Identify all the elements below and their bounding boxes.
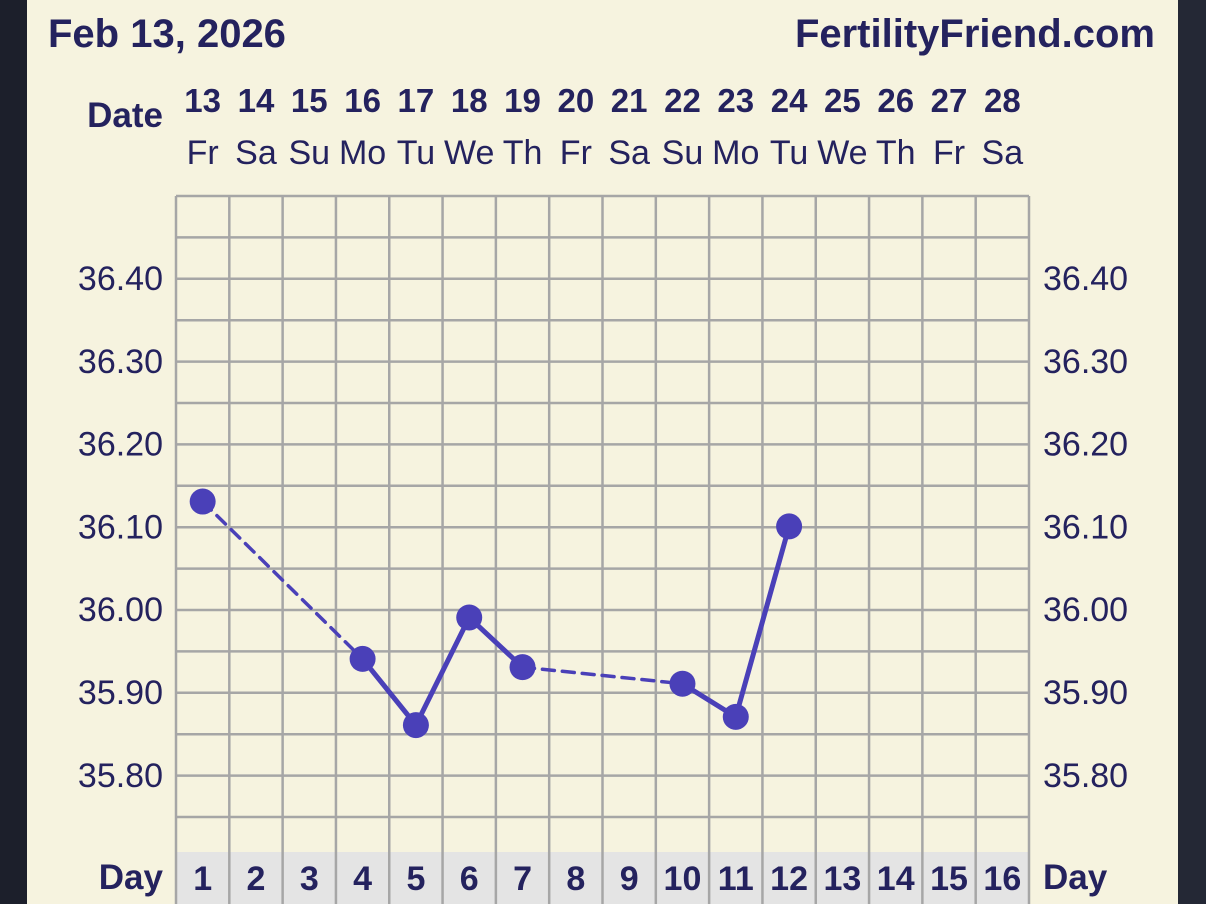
series-segment [733,523,792,720]
data-point [402,712,429,739]
temperature-series [189,488,803,739]
y-tick-left: 35.90 [78,674,163,712]
weekday-label: Sa [608,134,650,172]
weekday-label: Su [288,134,330,172]
y-tick-right: 36.30 [1043,343,1128,381]
weekday-label: Mo [712,134,759,172]
y-tick-left: 36.20 [78,426,163,464]
date-number: 17 [398,82,435,119]
y-tick-left: 36.40 [78,260,163,298]
weekday-label: Su [662,134,704,172]
day-number: 1 [193,860,212,898]
weekday-label: Fr [187,134,219,172]
weekday-label: Th [876,134,916,172]
date-number: 22 [664,82,701,119]
grid [174,194,1031,904]
site-name[interactable]: FertilityFriend.com [795,12,1155,56]
weekday-label: We [444,134,494,172]
data-point [776,513,803,540]
weekday-label: Fr [560,134,592,172]
day-number: 5 [406,860,425,898]
date-label: Date [87,96,163,135]
date-number: 28 [984,82,1021,119]
series-segment-dashed [200,499,365,661]
day-number: 9 [620,860,639,898]
data-point [669,670,696,697]
day-number: 16 [983,860,1021,898]
weekday-label: Sa [235,134,277,172]
y-tick-right: 35.90 [1043,674,1128,712]
y-tick-left: 36.10 [78,508,163,546]
date-number: 19 [504,82,541,119]
date-number: 20 [557,82,594,119]
date-header: 13 Fr 14 Sa 15 Su 16 Mo 17 Tu 18 We 19 Th 20 Fr 21 Sa 22 Su… [184,82,1023,172]
day-number: 15 [930,860,968,898]
date-number: 25 [824,82,861,119]
weekday-label: Sa [982,134,1024,172]
weekday-label: Fr [933,134,965,172]
data-point [349,645,376,672]
day-number: 6 [460,860,479,898]
day-number: 11 [718,860,754,898]
date-number: 18 [451,82,488,119]
date-number: 13 [184,82,221,119]
y-tick-left: 36.30 [78,343,163,381]
y-tick-right: 36.20 [1043,426,1128,464]
day-number: 8 [566,860,585,898]
data-point [456,604,483,631]
day-number: 13 [823,860,861,898]
day-number: 14 [877,860,915,898]
y-tick-right: 36.10 [1043,508,1128,546]
day-label-left: Day [99,858,164,897]
chart-date-title: Feb 13, 2026 [48,12,286,56]
y-tick-right: 36.00 [1043,591,1128,629]
y-tick-right: 36.40 [1043,260,1128,298]
y-tick-left: 36.00 [78,591,163,629]
day-number: 10 [664,860,702,898]
day-number: 12 [770,860,808,898]
weekday-label: Mo [339,134,386,172]
series-segment-dashed [520,665,685,686]
series-segment [360,656,419,728]
day-label-right: Day [1043,858,1108,897]
day-numbers: 1 2 3 4 5 6 7 8 9 10 11 12 13 14 15 16 [193,860,1021,898]
data-point [189,488,216,515]
date-number: 15 [291,82,328,119]
date-number: 23 [717,82,754,119]
y-axis-right: 36.40 36.30 36.20 36.10 36.00 35.90 35.80 [1043,260,1128,795]
weekday-label: Tu [397,134,435,172]
date-number: 26 [877,82,914,119]
data-point [509,654,536,681]
date-number: 14 [238,82,275,119]
y-tick-right: 35.80 [1043,757,1128,795]
weekday-label: We [817,134,867,172]
date-number: 24 [771,82,808,119]
y-axis-left: 36.40 36.30 36.20 36.10 36.00 35.90 35.80 [78,260,163,795]
date-number: 27 [931,82,968,119]
day-number: 2 [247,860,266,898]
series-segment [413,614,472,728]
day-number: 3 [300,860,319,898]
day-number: 4 [353,860,372,898]
date-number: 21 [611,82,648,119]
day-number: 7 [513,860,532,898]
data-point [722,703,749,730]
right-edge [1178,0,1206,904]
weekday-label: Th [503,134,543,172]
weekday-label: Tu [770,134,808,172]
y-tick-left: 35.80 [78,757,163,795]
date-number: 16 [344,82,381,119]
